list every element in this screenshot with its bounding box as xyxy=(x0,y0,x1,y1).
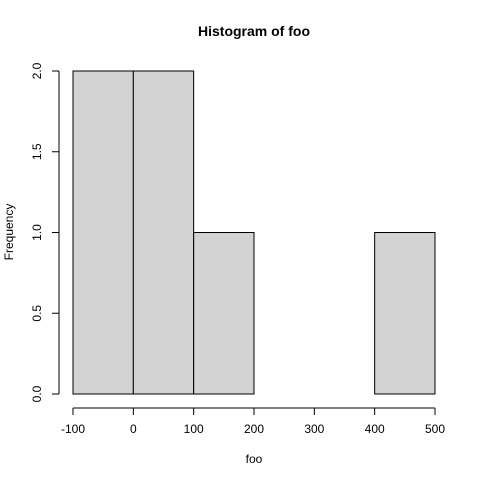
x-axis-label: foo xyxy=(246,452,263,466)
y-tick-label-3: 1.5 xyxy=(30,143,44,160)
histogram-bar-2 xyxy=(193,232,255,395)
x-tick-label-6: 500 xyxy=(425,422,445,436)
histogram-bar-5 xyxy=(374,232,436,395)
x-axis: -100 0 100 200 300 400 500 xyxy=(61,407,445,436)
x-tick-label-3: 200 xyxy=(244,422,264,436)
x-tick-label-0: -100 xyxy=(61,422,85,436)
x-tick-label-4: 300 xyxy=(304,422,324,436)
histogram-bar-1 xyxy=(132,70,195,395)
y-axis: 0.0 0.5 1.0 1.5 2.0 xyxy=(30,62,60,402)
y-tick-label-2: 1.0 xyxy=(30,224,44,241)
chart-title: Histogram of foo xyxy=(198,23,310,39)
x-tick-label-1: 0 xyxy=(130,422,137,436)
y-tick-label-4: 2.0 xyxy=(30,62,44,79)
bars-group xyxy=(72,70,436,395)
y-tick-label-0: 0.0 xyxy=(30,385,44,402)
y-tick-label-1: 0.5 xyxy=(30,305,44,322)
x-tick-label-5: 400 xyxy=(365,422,385,436)
y-axis-label: Frequency xyxy=(2,204,16,261)
histogram-bar-0 xyxy=(72,70,134,395)
x-tick-label-2: 100 xyxy=(184,422,204,436)
